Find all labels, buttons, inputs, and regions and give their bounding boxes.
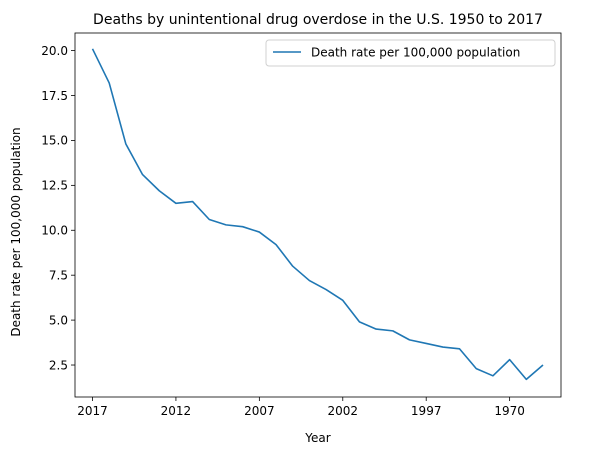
y-tick-label: 10.0: [41, 224, 68, 238]
x-tick-label: 1970: [494, 404, 525, 418]
legend-label: Death rate per 100,000 population: [311, 46, 520, 60]
plot-frame: [74, 32, 562, 398]
y-tick-label: 12.5: [41, 179, 68, 193]
y-tick-label: 2.5: [49, 358, 68, 372]
plot-area: [74, 32, 562, 398]
y-tick-label: 7.5: [49, 268, 68, 282]
x-tick-label: 2007: [244, 404, 275, 418]
legend-box: [265, 39, 556, 67]
x-axis-label: Year: [304, 431, 330, 445]
y-axis: 2.5 5.0 7.5 10.0 12.5 15.0 17.5 20.0: [41, 44, 75, 372]
x-tick-label: 2017: [77, 404, 108, 418]
y-tick-label: 5.0: [49, 313, 68, 327]
legend: Death rate per 100,000 population: [265, 39, 556, 67]
x-tick-label: 2012: [161, 404, 192, 418]
chart-title: Deaths by unintentional drug overdose in…: [93, 12, 543, 28]
y-tick-label: 17.5: [41, 89, 68, 103]
y-tick-label: 20.0: [41, 44, 68, 58]
y-tick-label: 15.0: [41, 134, 68, 148]
series-line-0: [91, 48, 544, 381]
x-tick-label: 2002: [328, 404, 359, 418]
y-axis-label: Death rate per 100,000 population: [9, 127, 23, 336]
x-tick-label: 1997: [411, 404, 442, 418]
x-axis: 2017 2012 2007 2002 1997 1970: [77, 397, 525, 418]
